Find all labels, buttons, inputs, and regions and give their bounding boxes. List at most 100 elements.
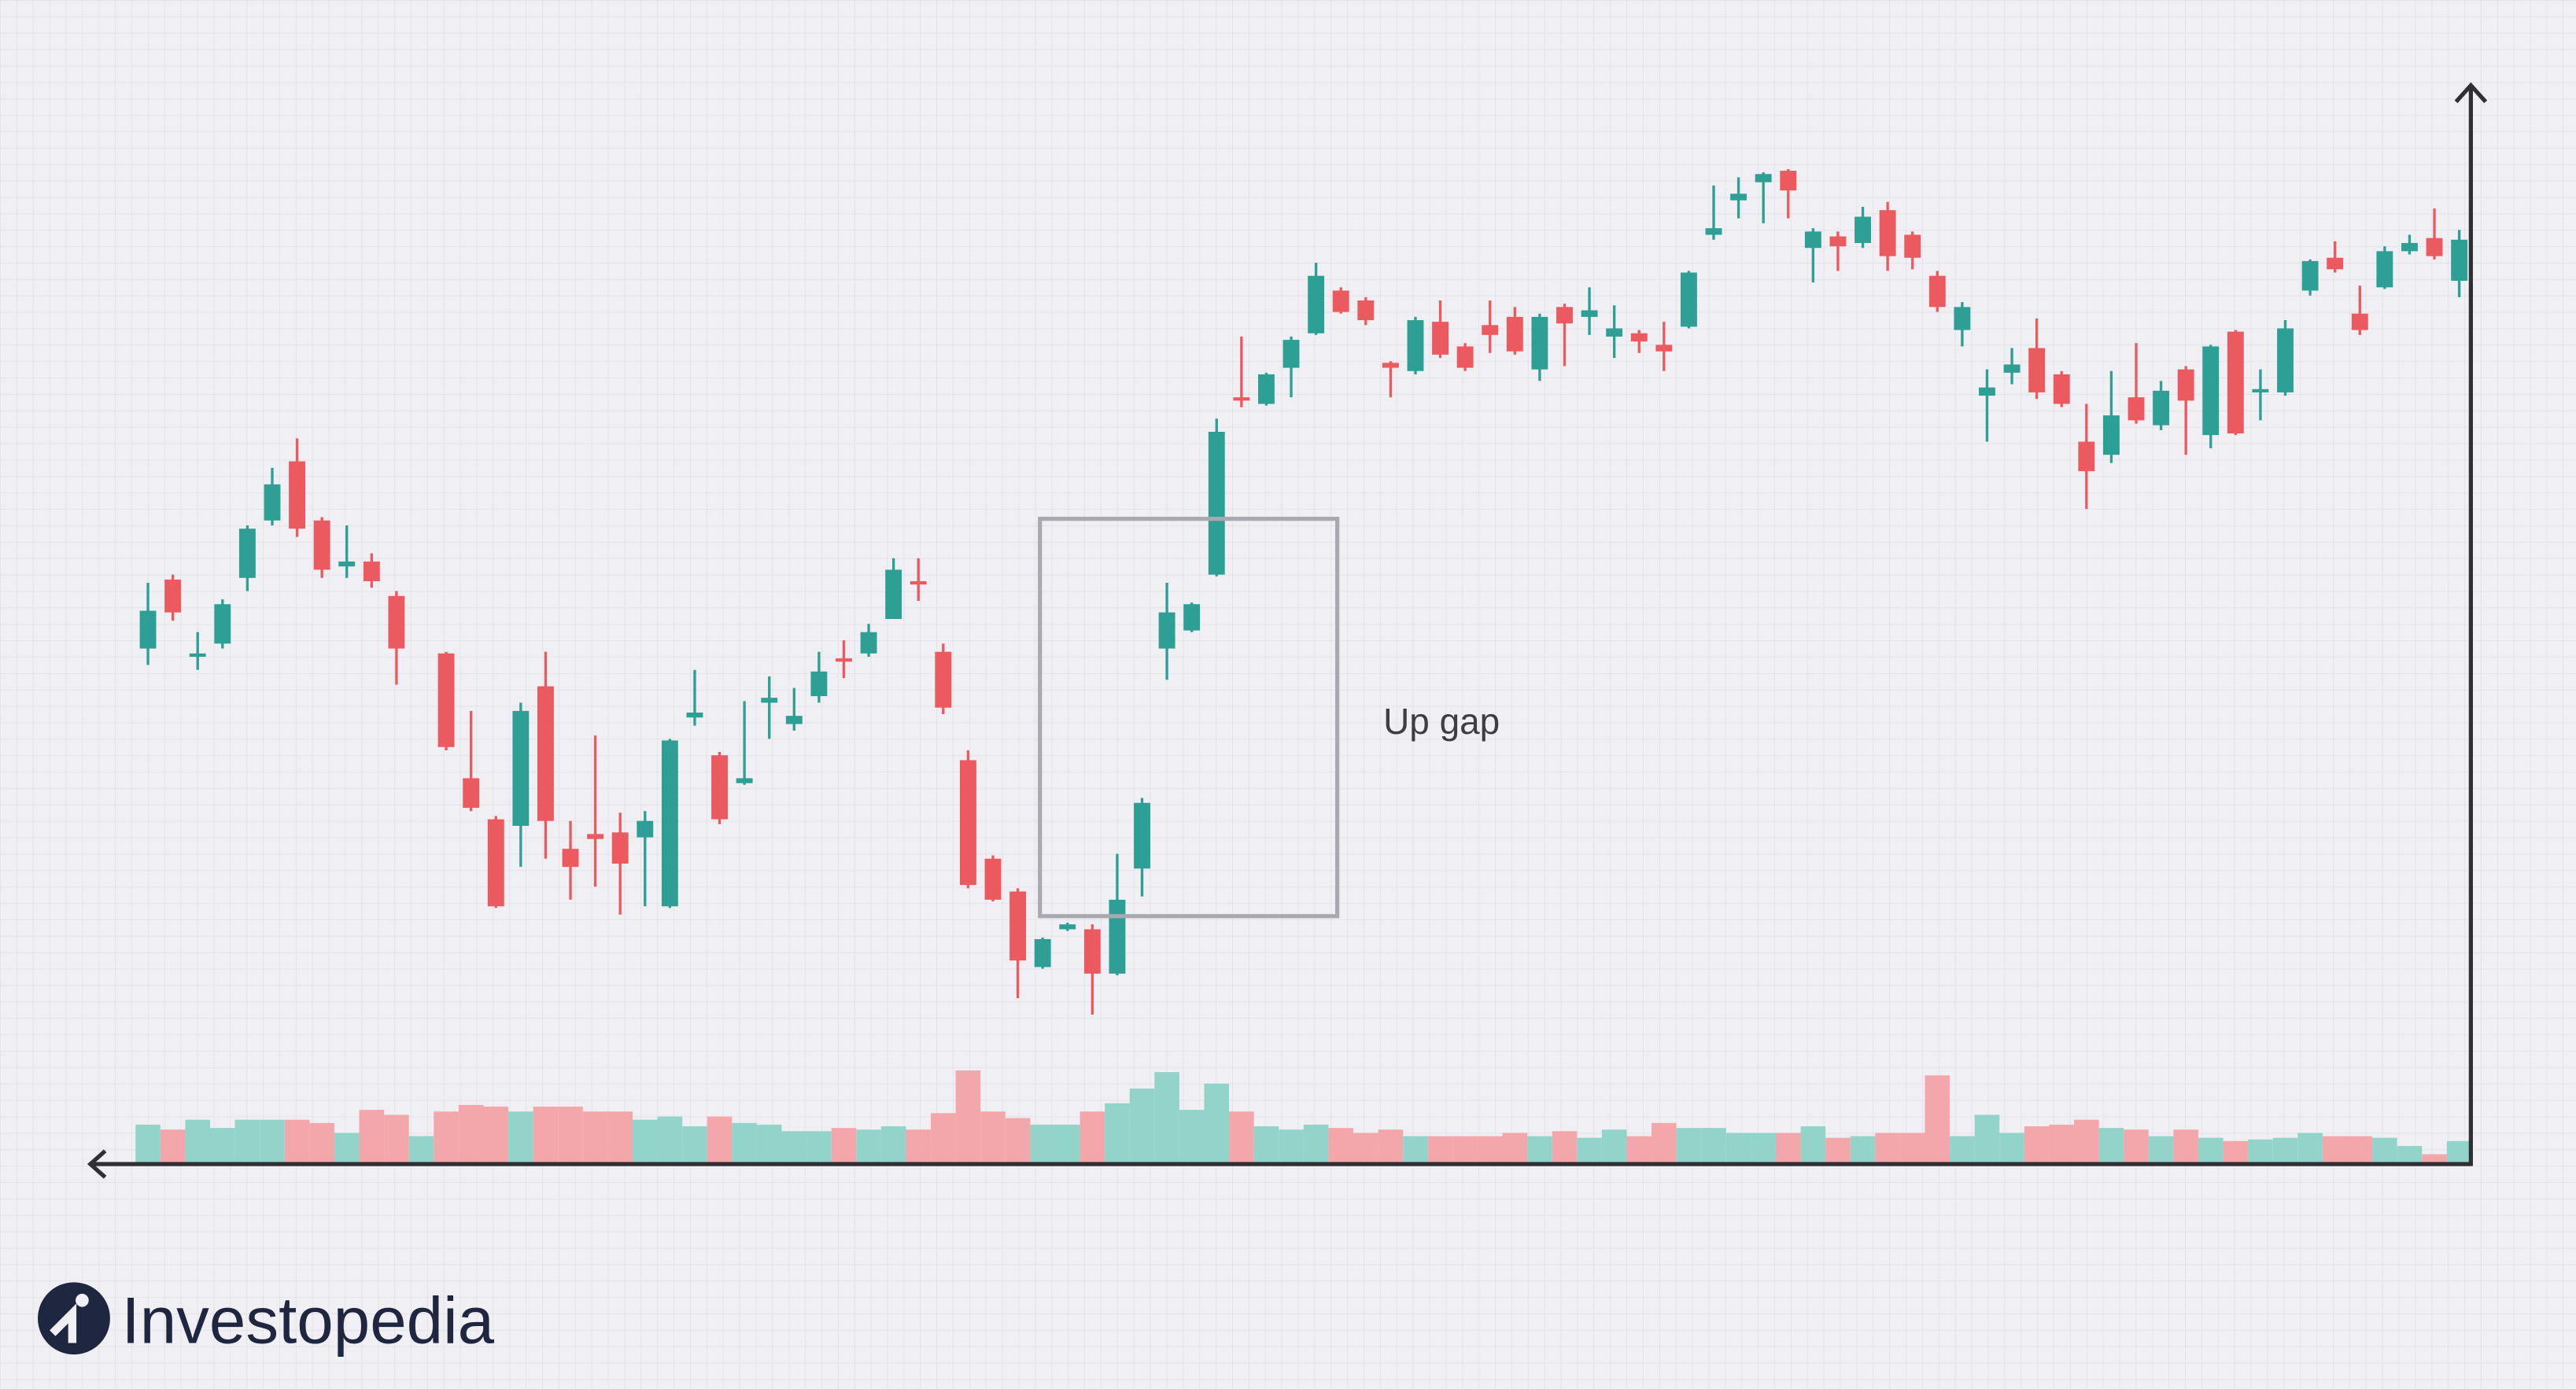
volume-bar <box>831 1128 857 1165</box>
candle-body <box>2078 441 2095 472</box>
volume-bar <box>1279 1129 1304 1165</box>
volume-bar <box>135 1124 161 1165</box>
candle-body <box>587 834 604 839</box>
candle-body <box>2102 415 2120 455</box>
volume-bar <box>1577 1137 1602 1165</box>
logo-dot <box>76 1293 89 1307</box>
candle-body <box>1680 272 1697 327</box>
annotation: Up gap <box>1383 701 1500 742</box>
candle-body <box>1432 322 1449 355</box>
volume-bar <box>2098 1128 2124 1165</box>
volume-bar <box>806 1131 832 1165</box>
candle-body <box>562 849 579 868</box>
volume-bar <box>1751 1133 1776 1165</box>
candle-body <box>1581 310 1598 317</box>
volume-bar <box>1105 1103 1130 1165</box>
volume-bar <box>2397 1146 2423 1165</box>
candle-body <box>2128 397 2145 421</box>
volume-bar <box>1005 1118 1031 1165</box>
gap-box <box>1038 517 1340 919</box>
volume-bar <box>1054 1124 1080 1165</box>
candle-body <box>1904 234 1921 258</box>
candle-body <box>1158 612 1175 649</box>
volume-bar <box>707 1116 733 1165</box>
volume-bar <box>880 1126 906 1165</box>
candle-body <box>363 561 380 581</box>
volume-bar <box>1999 1133 2024 1165</box>
candle-body <box>1506 316 1523 352</box>
candle-body <box>289 461 306 529</box>
candle-body <box>338 561 356 567</box>
volume-bar <box>185 1119 211 1165</box>
volume-layer <box>135 1070 2472 1165</box>
volume-bar <box>458 1104 484 1165</box>
volume-bar <box>1725 1133 1751 1165</box>
y-axis-arrow <box>2454 82 2488 104</box>
volume-bar <box>2148 1136 2174 1165</box>
volume-bar <box>1974 1115 2000 1165</box>
candle-body <box>2327 257 2344 270</box>
candle-body <box>189 653 206 657</box>
candle-body <box>1009 891 1027 961</box>
volume-bar <box>1825 1137 1851 1165</box>
volume-bar <box>1800 1126 1826 1165</box>
volume-bar <box>2024 1126 2050 1165</box>
volume-bar <box>1129 1088 1155 1165</box>
candle-body <box>711 755 728 820</box>
volume-bar <box>234 1119 260 1165</box>
candle-body <box>935 651 952 708</box>
candle-body <box>1109 899 1126 974</box>
candle-body <box>611 832 629 864</box>
candle-body <box>2351 313 2368 330</box>
candle-body <box>139 610 157 649</box>
volume-bar <box>1427 1136 1453 1165</box>
volume-bar <box>1452 1136 1478 1165</box>
candle-body <box>512 710 530 826</box>
volume-bar <box>1601 1129 1627 1165</box>
volume-bar <box>931 1113 956 1165</box>
candle-body <box>1606 328 1623 337</box>
candle-body <box>264 484 281 521</box>
volume-bar <box>558 1106 583 1165</box>
candle-body <box>1258 374 1275 404</box>
candle-body <box>910 580 927 585</box>
volume-bar <box>434 1111 459 1165</box>
candle-body <box>1854 216 1871 243</box>
candle-body <box>1705 228 1722 235</box>
volume-bar <box>980 1111 1006 1165</box>
candle-body <box>238 529 256 578</box>
volume-bar <box>309 1122 334 1165</box>
volume-bar <box>1899 1133 1925 1165</box>
brand-name: Investopedia <box>122 1284 495 1358</box>
volume-bar <box>1204 1083 1230 1165</box>
volume-bar <box>1652 1122 1677 1165</box>
volume-bar <box>732 1122 757 1165</box>
candle-body <box>1655 344 1673 352</box>
volume-bar <box>2422 1154 2447 1165</box>
volume-bar <box>284 1119 310 1165</box>
volume-bar <box>2223 1140 2249 1165</box>
volume-bar <box>607 1111 633 1165</box>
candle-body <box>2451 239 2468 281</box>
volume-bar <box>1179 1110 1205 1165</box>
volume-bar <box>384 1115 409 1165</box>
candle-body <box>2028 348 2046 392</box>
volume-bar <box>1527 1136 1552 1165</box>
volume-bar <box>2248 1139 2273 1165</box>
candle-body <box>2401 242 2418 252</box>
volume-bar <box>682 1126 707 1165</box>
candle-body <box>2426 238 2443 256</box>
volume-bar <box>210 1128 235 1165</box>
candle-body <box>2053 374 2070 404</box>
candle-body <box>1059 924 1076 930</box>
candle-body <box>463 778 480 809</box>
candle-body <box>2177 369 2194 401</box>
candle-body <box>1482 325 1499 335</box>
volume-bar <box>1850 1136 1876 1165</box>
candle-body <box>1034 939 1051 967</box>
volume-bar <box>1229 1111 1254 1165</box>
volume-bar <box>582 1111 608 1165</box>
volume-bar <box>160 1129 186 1165</box>
